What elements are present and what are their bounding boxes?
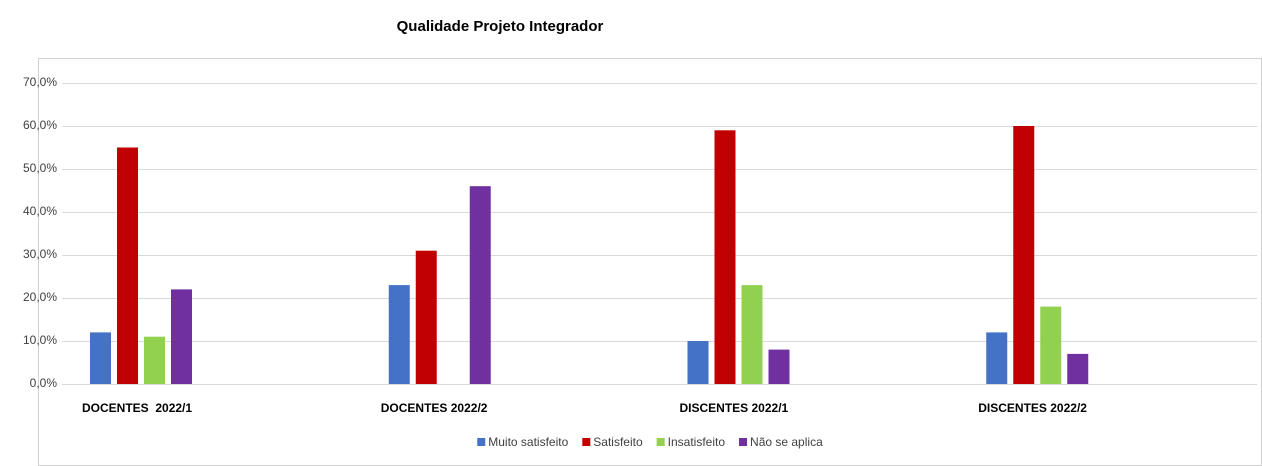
- bar: [469, 186, 491, 384]
- bar: [171, 289, 192, 384]
- legend-label: Muito satisfeito: [488, 435, 568, 449]
- legend-swatch: [582, 438, 591, 446]
- bar: [714, 130, 736, 384]
- bar: [1067, 353, 1089, 384]
- x-tick-label: DISCENTES 2022/2: [978, 401, 1087, 415]
- y-tick-label: 20,0%: [23, 290, 57, 304]
- legend-swatch: [739, 438, 748, 446]
- bar: [687, 341, 709, 384]
- y-tick-label: 10,0%: [23, 333, 57, 347]
- legend-label: Insatisfeito: [668, 435, 726, 449]
- bar: [768, 349, 790, 384]
- y-tick-label: 70,0%: [23, 75, 57, 89]
- chart-title: Qualidade Projeto Integrador: [397, 18, 604, 35]
- bar: [144, 336, 165, 384]
- x-tick-label: DISCENTES 2022/1: [680, 401, 789, 415]
- y-tick-label: 50,0%: [23, 161, 57, 175]
- x-tick-label: DOCENTES 2022/2: [381, 401, 488, 415]
- legend-label: Não se aplica: [750, 435, 823, 449]
- bar: [1013, 126, 1035, 384]
- y-tick-label: 40,0%: [23, 204, 57, 218]
- legend-label: Satisfeito: [593, 435, 643, 449]
- bar: [90, 332, 111, 384]
- y-tick-label: 60,0%: [23, 118, 57, 132]
- legend-swatch: [656, 438, 665, 446]
- bar: [415, 250, 437, 384]
- bar: [117, 147, 138, 384]
- bar: [741, 285, 763, 384]
- bar: [986, 332, 1008, 384]
- x-tick-label: DOCENTES 2022/1: [82, 401, 192, 415]
- y-tick-label: 0,0%: [30, 376, 58, 390]
- y-tick-label: 30,0%: [23, 247, 57, 261]
- legend-swatch: [477, 438, 486, 446]
- bar: [1040, 306, 1062, 384]
- bar: [388, 285, 410, 384]
